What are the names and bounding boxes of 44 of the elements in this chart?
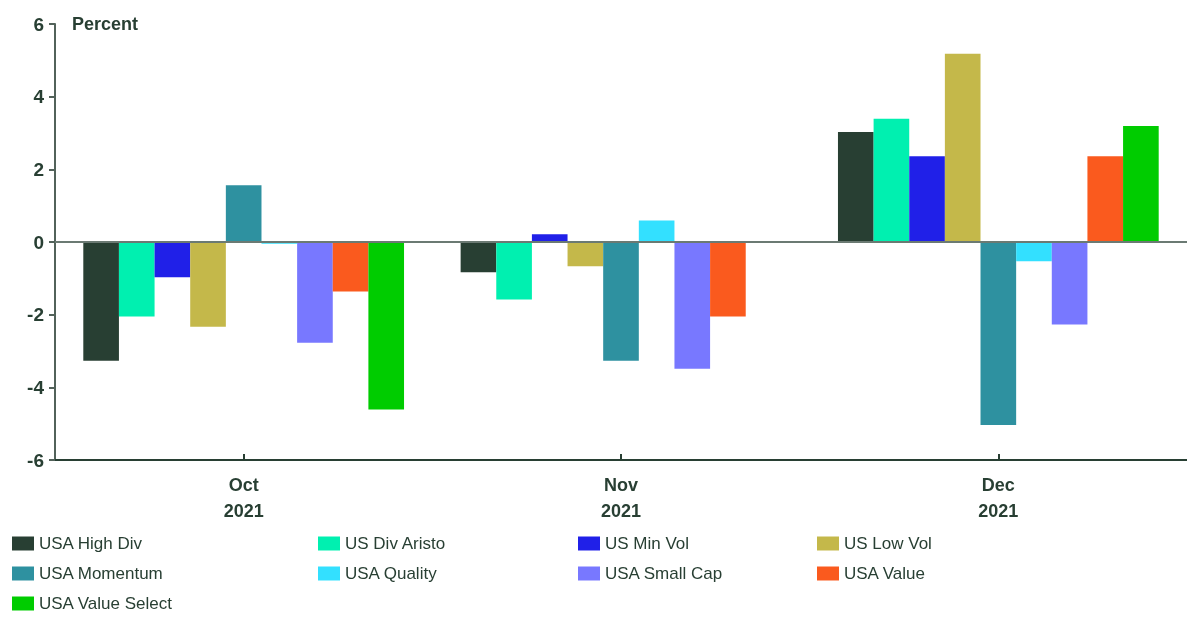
legend-label: USA Quality	[345, 564, 438, 583]
y-tick-label: 0	[33, 231, 44, 253]
y-tick-label: -2	[27, 304, 44, 326]
x-tick-label: Oct 2021	[223, 475, 264, 521]
legend-label: US Low Vol	[844, 534, 932, 553]
legend-label: US Min Vol	[605, 534, 690, 553]
bar	[980, 242, 1017, 426]
y-tick-label: -6	[27, 449, 44, 471]
bar	[83, 242, 119, 361]
x-tick-label: Dec 2021	[978, 475, 1019, 521]
legend-label: USA High Div	[39, 534, 143, 553]
bar	[1123, 126, 1159, 242]
bar	[873, 118, 910, 242]
bar	[496, 242, 532, 300]
bar	[154, 242, 191, 278]
y-tick-label: 6	[33, 13, 44, 35]
bar	[944, 53, 981, 242]
legend-label: US Div Aristo	[345, 534, 446, 553]
bar	[297, 242, 333, 343]
bar	[710, 242, 746, 317]
legend-label: USA Small Cap	[605, 564, 723, 583]
y-tick-label: 4	[33, 86, 45, 108]
bar	[118, 242, 155, 317]
bar	[1051, 242, 1088, 325]
bar	[368, 242, 405, 410]
y-tick-label: -4	[27, 376, 45, 398]
bar	[638, 220, 675, 242]
bar	[674, 242, 711, 369]
bar	[837, 131, 874, 242]
legend-label: USA Value	[844, 564, 925, 583]
bar	[1087, 156, 1124, 242]
bar	[567, 242, 604, 267]
bar	[460, 242, 497, 273]
bar	[190, 242, 226, 327]
legend-label: USA Momentum	[39, 564, 163, 583]
bar	[332, 242, 369, 292]
bar	[225, 185, 262, 242]
bar	[1016, 242, 1052, 262]
x-tick-label: Nov 2021	[600, 475, 642, 521]
bar	[603, 242, 639, 361]
y-axis-title: Percent	[72, 14, 139, 34]
bar	[909, 156, 945, 242]
legend-label: USA Value Select	[39, 594, 173, 613]
y-tick-label: 2	[33, 158, 44, 180]
